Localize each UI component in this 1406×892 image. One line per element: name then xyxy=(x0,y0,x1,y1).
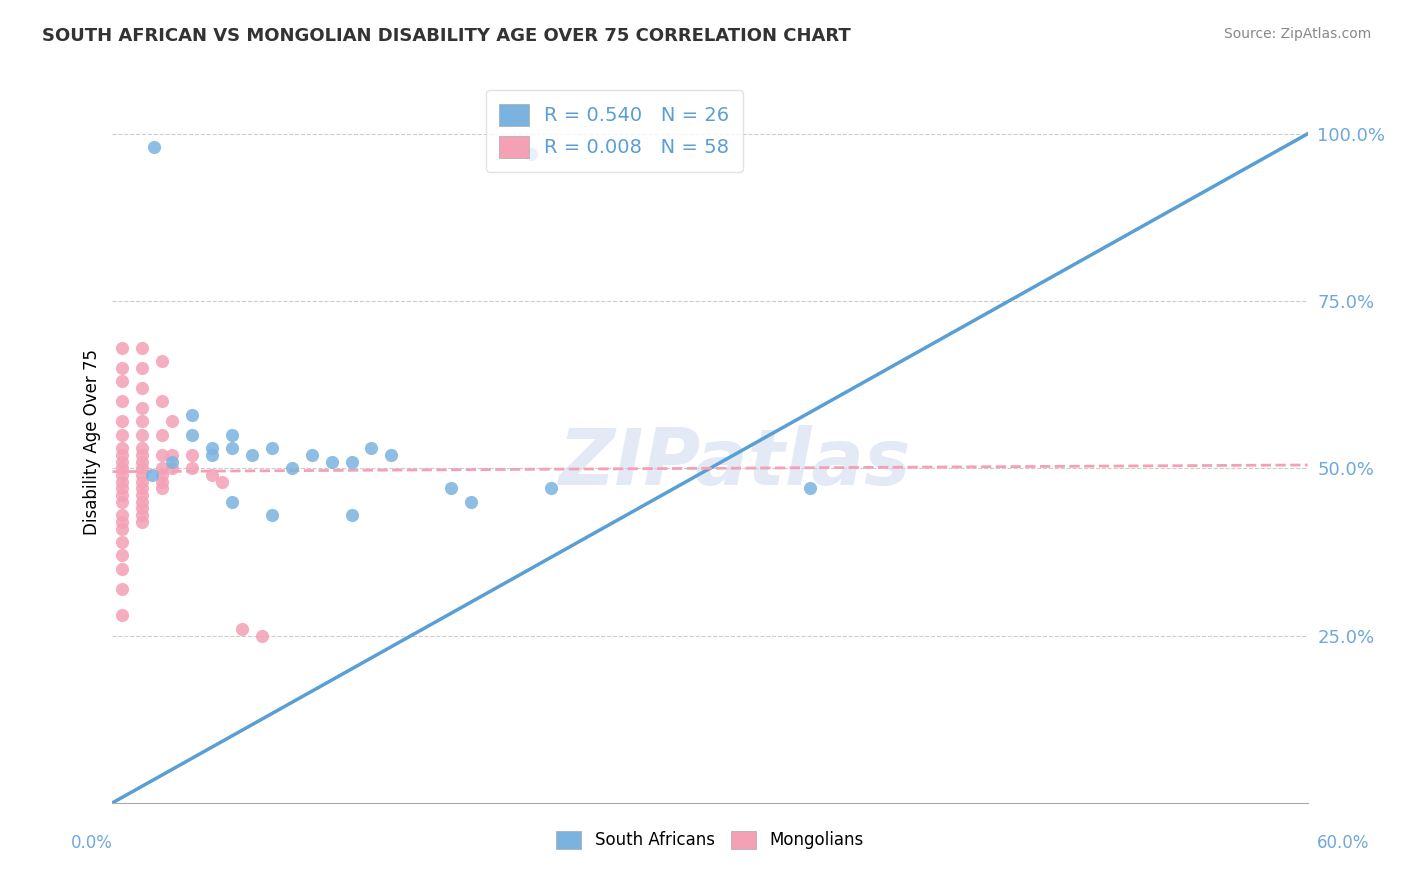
Legend: South Africans, Mongolians: South Africans, Mongolians xyxy=(550,824,870,856)
Point xyxy=(131,461,153,475)
Point xyxy=(181,448,204,462)
Point xyxy=(150,482,173,496)
Point xyxy=(231,622,253,636)
Point xyxy=(301,448,323,462)
Point xyxy=(520,147,543,161)
Point xyxy=(211,475,233,489)
Point xyxy=(131,494,153,508)
Point xyxy=(540,482,562,496)
Point xyxy=(181,427,204,442)
Text: ZIPatlas: ZIPatlas xyxy=(558,425,910,501)
Point xyxy=(111,482,134,496)
Point xyxy=(799,482,821,496)
Point xyxy=(111,427,134,442)
Point xyxy=(150,394,173,409)
Point xyxy=(131,508,153,523)
Point xyxy=(131,515,153,529)
Point xyxy=(111,375,134,389)
Point xyxy=(250,628,273,642)
Point xyxy=(260,508,283,523)
Point xyxy=(221,442,243,455)
Point xyxy=(150,427,173,442)
Point xyxy=(150,467,173,482)
Point xyxy=(111,521,134,535)
Text: SOUTH AFRICAN VS MONGOLIAN DISABILITY AGE OVER 75 CORRELATION CHART: SOUTH AFRICAN VS MONGOLIAN DISABILITY AG… xyxy=(42,27,851,45)
Text: 60.0%: 60.0% xyxy=(1316,834,1369,852)
Point xyxy=(111,461,134,475)
Point xyxy=(440,482,463,496)
Point xyxy=(340,455,363,469)
Point xyxy=(460,494,482,508)
Point xyxy=(111,515,134,529)
Point xyxy=(221,494,243,508)
Point xyxy=(181,461,204,475)
Point xyxy=(111,562,134,576)
Point xyxy=(360,442,382,455)
Y-axis label: Disability Age Over 75: Disability Age Over 75 xyxy=(83,349,101,534)
Point xyxy=(340,508,363,523)
Point xyxy=(240,448,263,462)
Point xyxy=(111,341,134,355)
Point xyxy=(131,448,153,462)
Point xyxy=(143,140,166,154)
Point xyxy=(111,534,134,549)
Point xyxy=(131,455,153,469)
Point xyxy=(131,442,153,455)
Point xyxy=(141,467,163,482)
Point xyxy=(131,361,153,376)
Point xyxy=(201,442,224,455)
Point xyxy=(201,467,224,482)
Point xyxy=(162,448,183,462)
Point xyxy=(150,448,173,462)
Point xyxy=(131,427,153,442)
Point xyxy=(181,408,204,422)
Point xyxy=(150,461,173,475)
Point xyxy=(111,467,134,482)
Point xyxy=(131,414,153,429)
Point xyxy=(281,461,304,475)
Point xyxy=(150,475,173,489)
Point xyxy=(111,475,134,489)
Point xyxy=(260,442,283,455)
Point xyxy=(111,414,134,429)
Point xyxy=(380,448,402,462)
Point xyxy=(111,582,134,596)
Point xyxy=(131,381,153,395)
Point xyxy=(111,608,134,623)
Point xyxy=(131,501,153,516)
Point xyxy=(131,467,153,482)
Point xyxy=(111,494,134,508)
Point xyxy=(131,475,153,489)
Point xyxy=(321,455,343,469)
Point xyxy=(111,508,134,523)
Point xyxy=(111,361,134,376)
Point xyxy=(150,354,173,368)
Point xyxy=(111,455,134,469)
Point xyxy=(111,442,134,455)
Point xyxy=(162,455,183,469)
Point xyxy=(162,461,183,475)
Point xyxy=(162,414,183,429)
Point xyxy=(111,488,134,502)
Point xyxy=(131,401,153,416)
Point xyxy=(111,394,134,409)
Point xyxy=(221,427,243,442)
Text: Source: ZipAtlas.com: Source: ZipAtlas.com xyxy=(1223,27,1371,41)
Point xyxy=(111,448,134,462)
Point xyxy=(201,448,224,462)
Point xyxy=(131,488,153,502)
Text: 0.0%: 0.0% xyxy=(70,834,112,852)
Point xyxy=(131,482,153,496)
Point xyxy=(131,341,153,355)
Point xyxy=(111,548,134,563)
